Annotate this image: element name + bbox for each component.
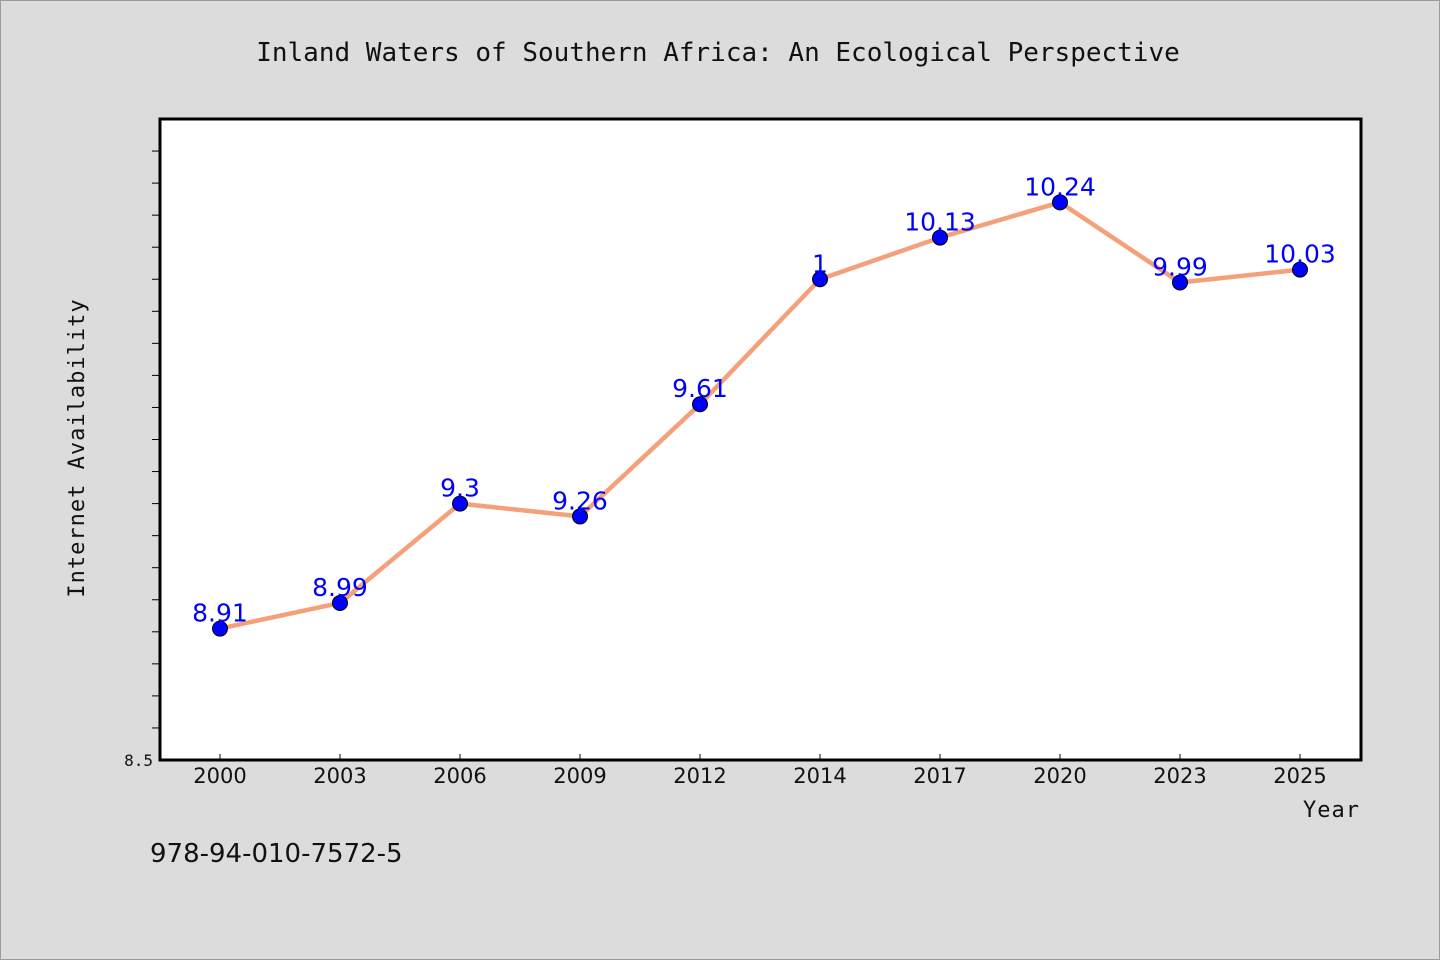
data-point xyxy=(332,594,348,611)
data-point xyxy=(572,508,588,525)
series-group: 8.91 8.99 9.3 9.26 9.61 1 10.13 10.24 9.99 10.03 xyxy=(192,172,1336,637)
x-tick-label: 2000 xyxy=(193,764,246,788)
data-point xyxy=(692,396,708,413)
data-label: 10.24 xyxy=(1024,172,1096,201)
y-axis-min-label: 8.5 xyxy=(124,751,153,770)
data-point xyxy=(812,271,828,288)
series-line xyxy=(219,200,1301,631)
data-point xyxy=(1292,261,1308,278)
data-point xyxy=(932,229,948,246)
data-point xyxy=(1052,194,1068,211)
x-tick-label: 2020 xyxy=(1033,764,1086,788)
data-label: 8.99 xyxy=(312,573,368,602)
data-point xyxy=(452,495,468,512)
x-tick-label: 2023 xyxy=(1153,764,1206,788)
x-axis-label: Year xyxy=(1303,798,1360,823)
x-tick-label: 2009 xyxy=(553,764,606,788)
x-tick-label: 2017 xyxy=(913,764,966,788)
data-point xyxy=(1172,274,1188,291)
data-label: 9.61 xyxy=(672,374,728,403)
data-label: 10.03 xyxy=(1264,240,1336,269)
data-label: 8.91 xyxy=(192,599,248,628)
y-axis-ticks xyxy=(152,150,160,729)
x-tick-label: 2003 xyxy=(313,764,366,788)
y-axis-label: Internet Availability xyxy=(65,298,90,597)
data-point xyxy=(212,620,228,637)
x-tick-label: 2006 xyxy=(433,764,486,788)
plot-area xyxy=(158,117,1363,762)
x-axis-ticks xyxy=(219,754,1301,760)
data-label: 9.3 xyxy=(440,474,480,503)
footer-isbn: 978-94-010-7572-5 xyxy=(150,839,403,869)
data-label: 1 xyxy=(812,249,828,278)
x-tick-label: 2012 xyxy=(673,764,726,788)
chart-title: Inland Waters of Southern Africa: An Eco… xyxy=(256,38,1180,68)
data-label: 9.99 xyxy=(1152,252,1208,281)
x-tick-label: 2014 xyxy=(793,764,846,788)
data-label: 9.26 xyxy=(552,486,608,515)
data-label: 10.13 xyxy=(904,208,976,237)
x-tick-label: 2025 xyxy=(1273,764,1326,788)
x-axis-tick-labels: 2000 2003 2006 2009 2012 2014 2017 2020 2023 2025 xyxy=(193,764,1326,788)
